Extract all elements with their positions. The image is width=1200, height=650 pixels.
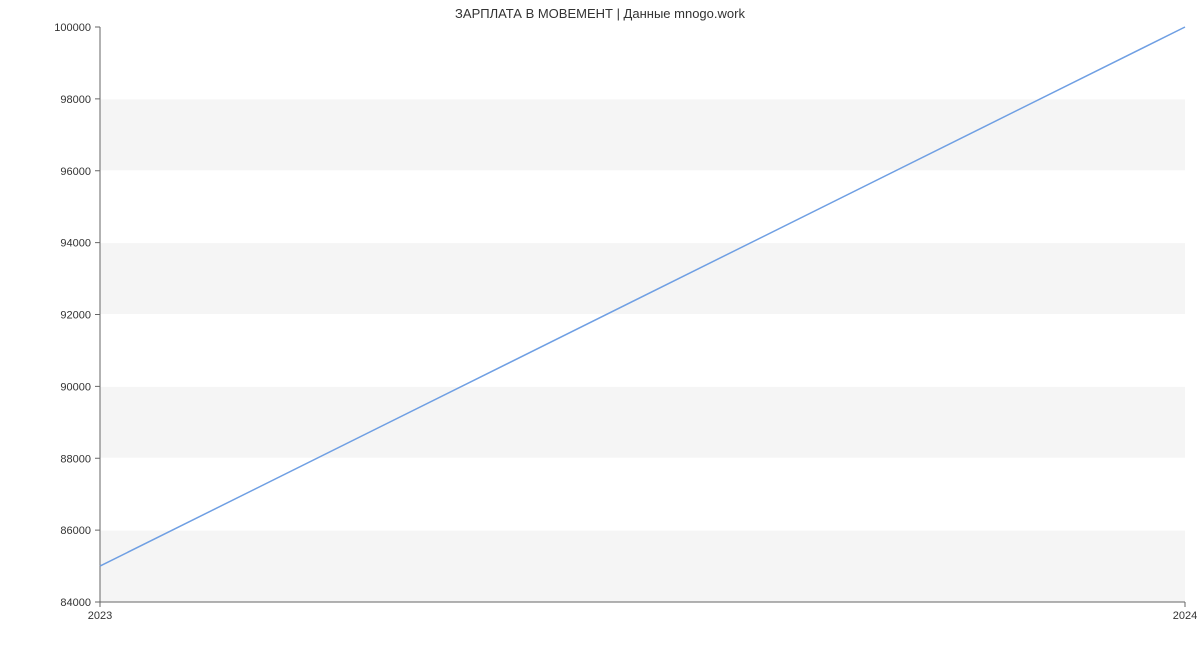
ytick-label: 100000	[54, 22, 91, 34]
xtick-label: 2024	[1173, 610, 1197, 622]
xtick-label: 2023	[88, 610, 112, 622]
ytick-label: 92000	[60, 310, 91, 322]
ytick-label: 98000	[60, 94, 91, 106]
ytick-label: 96000	[60, 166, 91, 178]
grid-band	[100, 530, 1185, 602]
grid-band	[100, 243, 1185, 315]
ytick-label: 86000	[60, 525, 91, 537]
chart-svg: 84000 86000 88000 90000 92000 94000 96000 98000…	[0, 0, 1200, 650]
grid-band	[100, 386, 1185, 458]
ytick-label: 90000	[60, 381, 91, 393]
grid-band	[100, 99, 1185, 171]
ytick-label: 94000	[60, 238, 91, 250]
ytick-label: 88000	[60, 453, 91, 465]
salary-chart: ЗАРПЛАТА В МОВЕМЕНТ | Данные mnogo.work …	[0, 0, 1200, 650]
ytick-label: 84000	[60, 597, 91, 609]
